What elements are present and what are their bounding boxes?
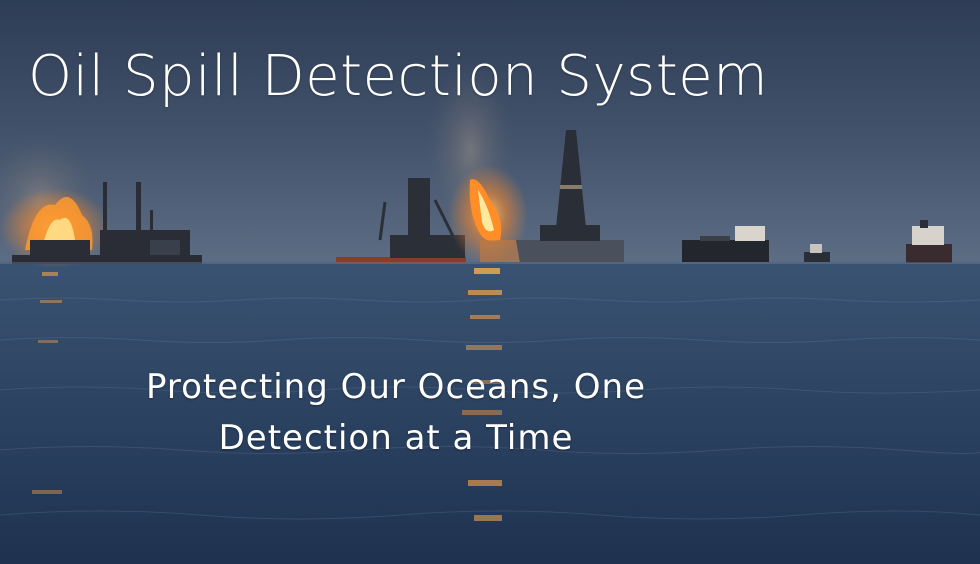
hero-title: Oil Spill Detection System (28, 44, 769, 109)
fire-reflection-left (32, 272, 62, 494)
rig-left (12, 182, 202, 264)
wave-texture (0, 297, 980, 520)
hero-tagline: Protecting Our Oceans, One Detection at … (145, 367, 646, 458)
fire-reflection-center (462, 268, 502, 521)
drill-ship (516, 130, 624, 263)
horizon (0, 262, 980, 264)
tanker-ship (682, 226, 769, 262)
small-boat (804, 244, 830, 262)
support-vessel-right (906, 220, 952, 263)
